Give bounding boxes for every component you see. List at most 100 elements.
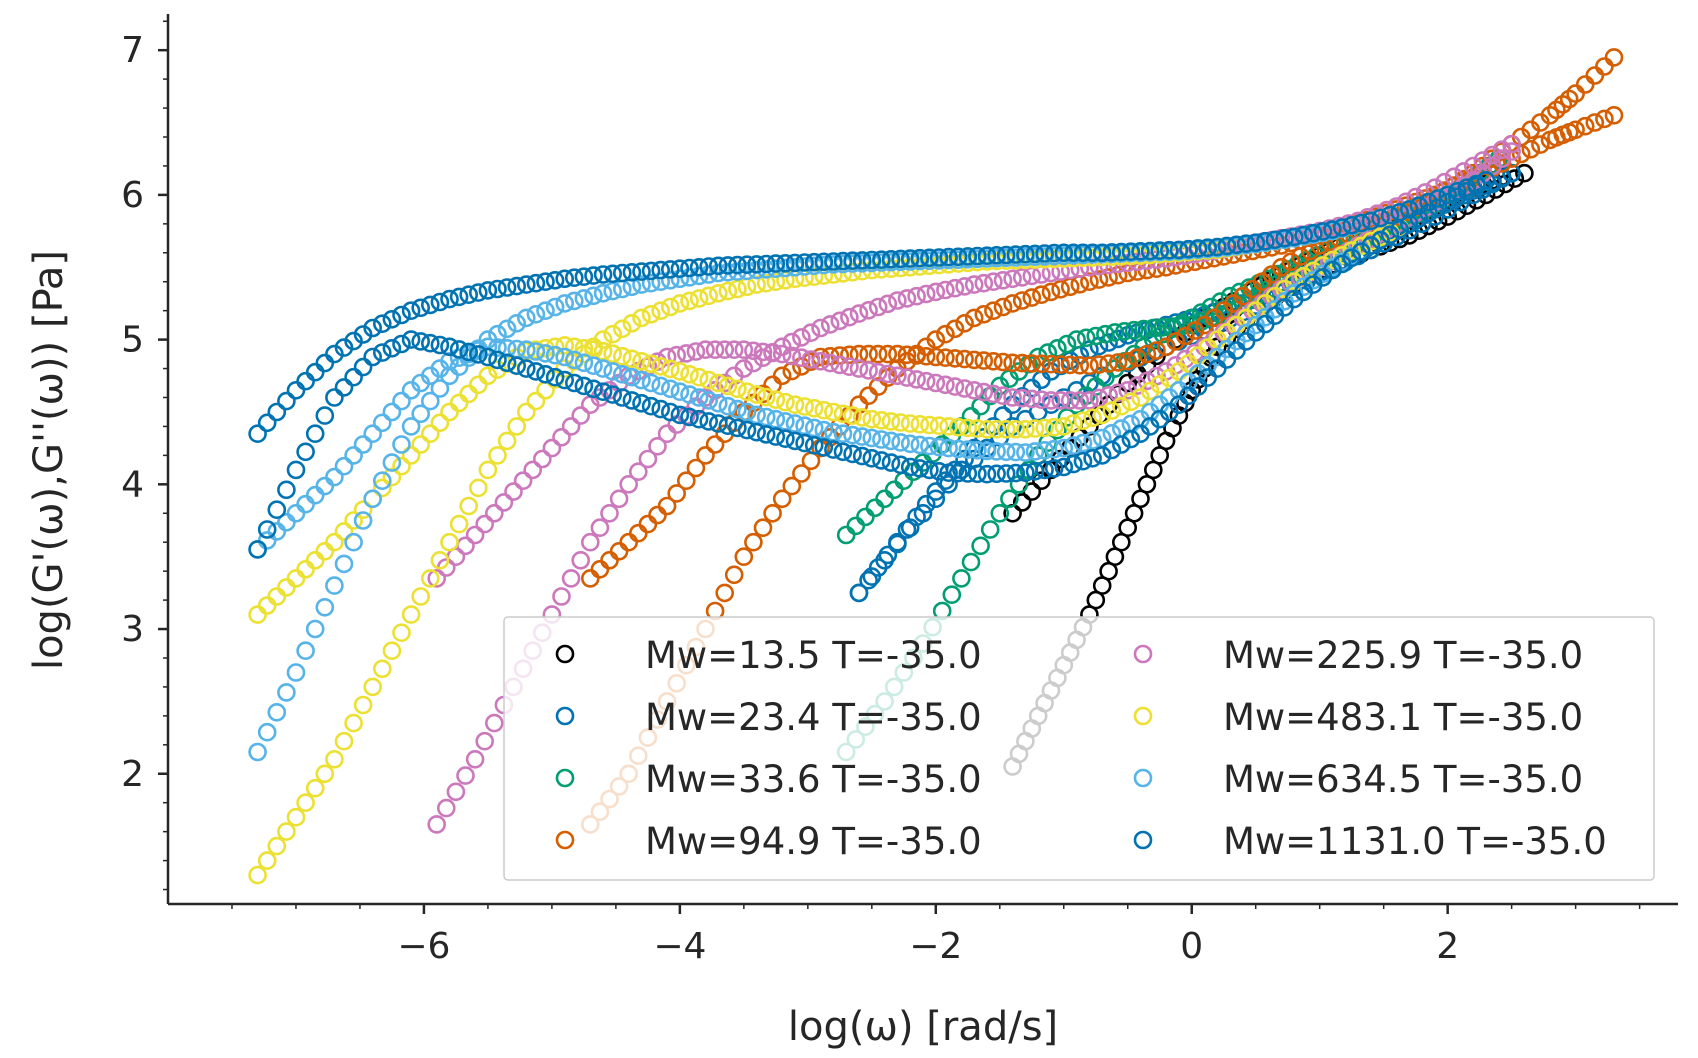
loss-point	[574, 338, 594, 358]
loss-point	[1012, 388, 1032, 408]
storage-point	[830, 311, 850, 331]
loss-point	[277, 578, 296, 597]
loss-point	[849, 344, 869, 364]
loss-point	[795, 433, 814, 453]
storage-point	[747, 260, 766, 280]
loss-point	[1080, 391, 1099, 410]
loss-point	[344, 511, 363, 530]
loss-point	[785, 395, 805, 415]
loss-point	[1073, 411, 1093, 431]
storage-point	[737, 255, 757, 275]
loss-point	[1083, 408, 1102, 428]
loss-point	[257, 520, 277, 539]
loss-point	[875, 550, 894, 570]
loss-point	[747, 385, 766, 404]
loss-point	[670, 405, 690, 425]
storage-point	[984, 301, 1003, 321]
loss-point	[392, 334, 411, 354]
loss-point	[891, 433, 910, 452]
loss-point	[1502, 142, 1521, 161]
loss-point	[920, 460, 939, 480]
loss-point	[689, 367, 709, 387]
loss-point	[392, 391, 411, 411]
storage-point	[277, 822, 296, 841]
storage-point	[1380, 205, 1400, 225]
storage-point	[507, 276, 527, 296]
loss-point	[958, 464, 978, 483]
storage-point	[296, 371, 315, 391]
storage-point	[1595, 109, 1614, 129]
loss-point	[257, 596, 277, 615]
storage-point	[564, 291, 584, 311]
loss-point	[737, 420, 757, 440]
loss-point	[1022, 354, 1042, 373]
loss-point	[334, 522, 354, 541]
storage-point	[1419, 192, 1438, 212]
storage-point	[411, 587, 431, 606]
storage-point	[593, 265, 613, 284]
loss-point	[1147, 366, 1166, 386]
loss-point	[1313, 256, 1333, 275]
loss-point	[993, 386, 1013, 406]
storage-point	[456, 766, 475, 785]
storage-point	[1531, 135, 1550, 154]
loss-point	[708, 414, 728, 433]
loss-point	[1153, 317, 1173, 337]
loss-point	[478, 366, 498, 386]
storage-point	[372, 659, 392, 679]
storage-point	[564, 268, 584, 288]
loss-point	[555, 347, 575, 367]
loss-point	[916, 346, 936, 366]
loss-point	[996, 464, 1016, 483]
loss-point	[612, 364, 632, 384]
loss-point	[468, 375, 488, 395]
loss-point	[555, 370, 575, 390]
loss-point	[1089, 388, 1109, 408]
loss-point	[1080, 356, 1099, 376]
y-axis-title: log(G'(ω),G''(ω)) [Pa]	[26, 250, 72, 670]
loss-point	[1035, 440, 1054, 460]
loss-point	[939, 463, 958, 483]
storage-point	[1121, 242, 1141, 261]
loss-point	[1476, 171, 1496, 190]
loss-point	[833, 424, 853, 444]
storage-point	[574, 267, 594, 287]
loss-point	[891, 413, 910, 432]
loss-point	[945, 377, 965, 396]
loss-point	[1051, 355, 1070, 374]
loss-point	[1342, 248, 1361, 268]
storage-point	[286, 807, 306, 827]
loss-point	[1281, 252, 1301, 272]
loss-point	[872, 410, 891, 430]
storage-point	[747, 255, 766, 274]
loss-point	[609, 541, 629, 561]
loss-point	[939, 474, 958, 494]
loss-point	[1083, 448, 1102, 468]
loss-point	[862, 428, 882, 448]
loss-point	[680, 407, 699, 427]
loss-point	[910, 414, 930, 434]
loss-point	[689, 388, 709, 407]
loss-point	[651, 357, 671, 376]
loss-point	[1115, 321, 1134, 341]
loss-point	[1124, 320, 1144, 340]
loss-point	[1227, 341, 1246, 360]
loss-point	[1112, 396, 1131, 416]
loss-point	[1054, 457, 1074, 477]
loss-point	[580, 569, 600, 588]
loss-point	[744, 341, 763, 361]
loss-point	[1073, 433, 1093, 453]
storage-point	[872, 250, 891, 270]
storage-point	[926, 282, 946, 302]
storage-point	[1000, 489, 1019, 509]
loss-point	[465, 525, 485, 545]
loss-point	[756, 387, 776, 407]
storage-point	[420, 295, 440, 315]
loss-point	[718, 396, 738, 416]
storage-point	[555, 269, 575, 289]
loss-point	[267, 587, 287, 606]
loss-point	[603, 344, 623, 364]
loss-point	[1428, 198, 1448, 217]
loss-point	[1064, 454, 1083, 474]
loss-point	[459, 342, 479, 362]
